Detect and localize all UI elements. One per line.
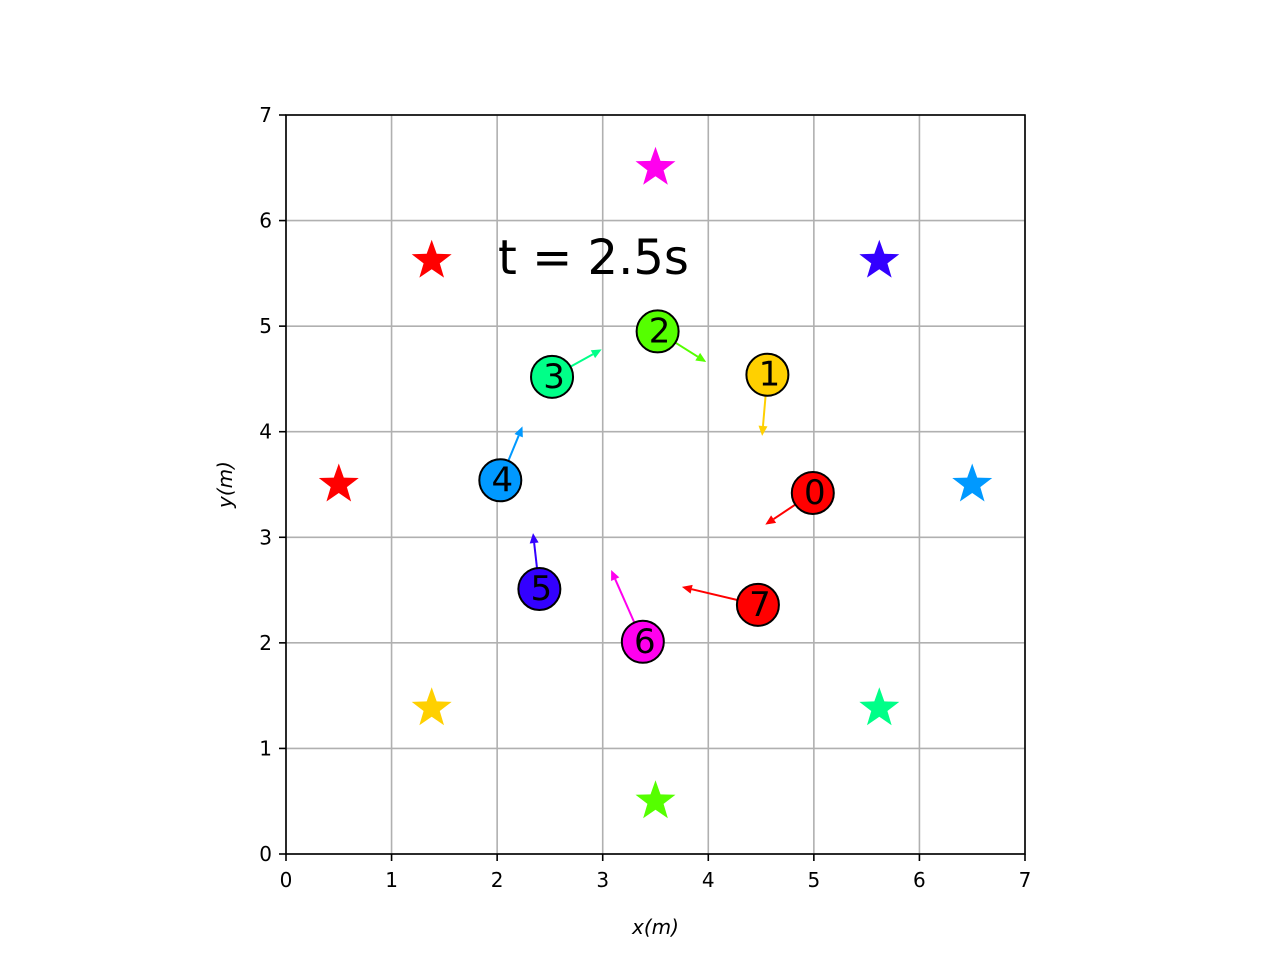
velocity-arrowhead <box>590 349 602 359</box>
agent-label: 4 <box>491 460 513 500</box>
y-tick-label: 4 <box>259 420 272 444</box>
y-tick-label: 6 <box>259 209 272 233</box>
axis-ticks: 0 1 2 3 4 5 6 7 0 1 2 3 4 5 6 7 <box>259 103 1031 892</box>
x-axis-label: x(m) <box>631 915 679 939</box>
velocity-arrowhead <box>681 584 693 594</box>
agent-circle <box>517 567 562 612</box>
velocity-arrowhead <box>514 426 523 438</box>
plot-frame <box>285 114 1026 855</box>
time-annotation: t = 2.5s <box>498 230 689 286</box>
goal-star <box>952 463 993 502</box>
velocity-arrowhead <box>529 533 539 544</box>
agent-markers: 0 1 2 3 4 5 6 7 <box>478 309 835 664</box>
agent-circle <box>635 309 680 354</box>
agent-circle <box>735 582 780 627</box>
x-tick-label: 3 <box>596 868 609 892</box>
velocity-arrowhead <box>611 570 620 581</box>
agent-label: 6 <box>634 622 656 662</box>
agent-circle <box>530 354 575 399</box>
agent-circle <box>478 458 523 503</box>
y-tick-label: 3 <box>259 525 272 549</box>
x-tick-label: 1 <box>385 868 398 892</box>
agent-label: 2 <box>649 311 671 351</box>
goal-star <box>411 687 452 726</box>
x-tick-label: 5 <box>807 868 820 892</box>
goal-star <box>411 239 452 278</box>
y-tick-label: 2 <box>259 631 272 655</box>
y-tick-label: 7 <box>259 103 272 127</box>
agent-label: 5 <box>531 569 553 609</box>
y-tick-label: 0 <box>259 842 272 866</box>
y-tick-label: 1 <box>259 736 272 760</box>
grid <box>285 114 1026 855</box>
agent-label: 3 <box>543 357 565 397</box>
agent-label: 1 <box>759 355 781 395</box>
x-tick-label: 6 <box>913 868 926 892</box>
goal-star <box>635 146 676 185</box>
goal-star <box>635 780 676 819</box>
agent-label: 7 <box>749 585 771 625</box>
y-tick-label: 5 <box>259 314 272 338</box>
velocity-arrowhead <box>758 425 768 436</box>
goal-markers <box>318 146 993 819</box>
agent-circle <box>620 619 665 664</box>
y-axis-label: y(m) <box>213 461 237 509</box>
velocity-arrowhead <box>695 352 707 363</box>
x-tick-label: 7 <box>1019 868 1032 892</box>
agent-circle <box>745 352 790 397</box>
agent-circle <box>790 470 835 515</box>
goal-star <box>318 463 359 502</box>
x-tick-label: 2 <box>491 868 504 892</box>
goal-star <box>859 687 900 726</box>
x-tick-label: 4 <box>702 868 715 892</box>
velocity-arrowhead <box>765 515 777 525</box>
goal-star <box>859 239 900 278</box>
agent-label: 0 <box>804 473 826 513</box>
x-tick-label: 0 <box>280 868 293 892</box>
